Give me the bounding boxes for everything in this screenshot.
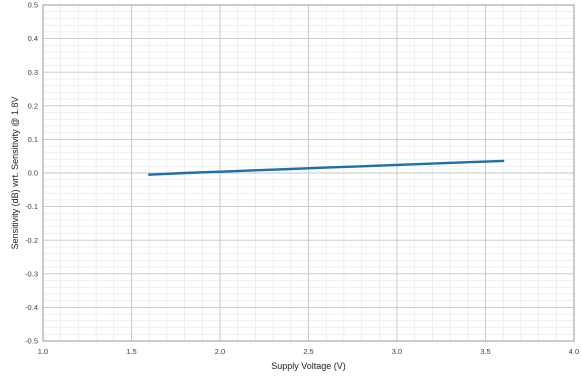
y-tick-label: 0.0 bbox=[28, 169, 38, 178]
plot-area-frame bbox=[42, 4, 575, 342]
y-axis-title: Sensitivity (dB) wrt. Sensitivity @ 1.8V bbox=[10, 97, 20, 250]
y-tick-label: 0.1 bbox=[28, 135, 38, 144]
x-tick-label: 3.5 bbox=[480, 347, 490, 356]
x-tick-label: 1.0 bbox=[38, 347, 48, 356]
data-point bbox=[502, 160, 505, 162]
data-point bbox=[325, 166, 328, 169]
x-tick-labels: 1.0 1.5 2.0 2.5 3.0 3.5 4.0 bbox=[38, 347, 579, 356]
data-point bbox=[396, 164, 398, 166]
data-point bbox=[148, 173, 150, 176]
major-gridlines bbox=[42, 4, 575, 342]
x-tick-label: 2.5 bbox=[303, 347, 313, 356]
data-point bbox=[183, 172, 186, 174]
y-tick-label: 0.2 bbox=[28, 101, 38, 110]
x-axis-title: Supply Voltage (V) bbox=[271, 361, 346, 371]
y-tick-label: -0.2 bbox=[25, 236, 38, 245]
x-tick-label: 3.0 bbox=[392, 347, 402, 356]
x-tick-label: 2.0 bbox=[215, 347, 225, 356]
x-tick-label: 1.5 bbox=[126, 347, 136, 356]
data-point bbox=[290, 168, 292, 170]
data-point bbox=[219, 170, 221, 173]
y-tick-labels: 0.5 0.4 0.3 0.2 0.1 0.0 -0.1 -0.2 -0.3 -0.4 -0.5 bbox=[25, 1, 38, 346]
y-tick-label: 0.5 bbox=[28, 1, 38, 10]
y-tick-label: -0.5 bbox=[25, 337, 38, 346]
data-point bbox=[431, 162, 434, 165]
y-tick-label: -0.4 bbox=[25, 303, 38, 312]
series-layer bbox=[147, 159, 505, 176]
y-tick-label: -0.3 bbox=[25, 269, 38, 278]
data-point bbox=[467, 161, 469, 164]
data-point bbox=[254, 169, 257, 172]
data-point bbox=[360, 165, 363, 168]
y-tick-label: 0.3 bbox=[28, 68, 38, 77]
x-tick-label: 4.0 bbox=[569, 347, 579, 356]
y-tick-label: 0.4 bbox=[28, 34, 38, 43]
y-tick-label: -0.1 bbox=[25, 202, 38, 211]
